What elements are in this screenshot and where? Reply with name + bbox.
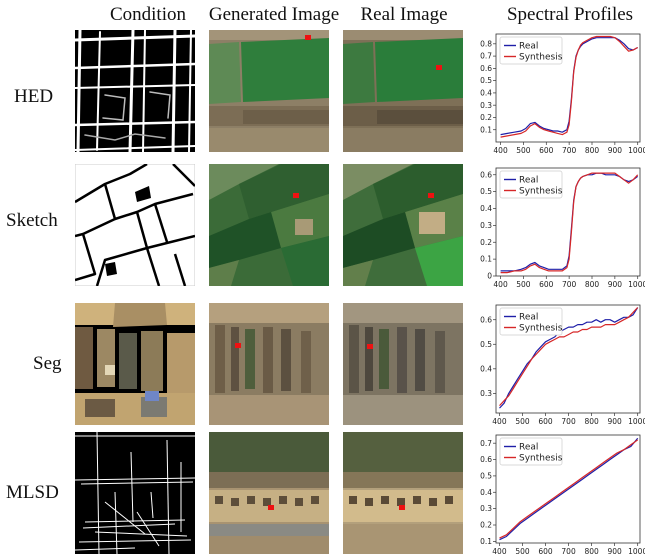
y-tick-label: 0.4 <box>480 89 492 98</box>
x-tick-label: 500 <box>516 146 531 155</box>
y-tick-label: 0.3 <box>480 101 492 110</box>
sketch-spectral-chart: 400 500 600 700 800 900 1000 0 0.1 0.2 0.3 0.4 0.5 0.… <box>476 166 645 289</box>
header-spectral-profiles: Spectral Profiles <box>506 4 634 25</box>
mlsd-spectral-chart: 400 500 600 700 800 900 1000 0.1 0.2 0.3 0.4 0.5 0.6… <box>476 433 645 556</box>
x-tick-label: 800 <box>584 417 599 426</box>
x-tick-label: 900 <box>608 280 623 289</box>
legend-label-real: Real <box>519 176 538 186</box>
y-tick-label: 0.6 <box>480 315 492 324</box>
x-tick-label: 900 <box>607 417 622 426</box>
legend-box <box>499 307 563 336</box>
y-tick-label: 0.1 <box>480 255 492 264</box>
series-line-synthesis <box>499 439 639 539</box>
sketch-real-image <box>343 164 463 286</box>
x-tick-label: 600 <box>539 146 554 155</box>
legend-box <box>499 437 563 466</box>
header-generated-image: Generated Image <box>208 4 340 25</box>
y-tick-label: 0.2 <box>480 113 492 122</box>
series-line-real <box>499 437 639 541</box>
y-tick-label: 0.1 <box>480 537 492 546</box>
row-label-sketch: Sketch <box>6 210 58 231</box>
x-tick-label: 800 <box>584 547 599 556</box>
y-tick-label: 0.6 <box>480 455 492 464</box>
y-tick-label: 0.5 <box>480 472 492 481</box>
legend-label-real: Real <box>519 443 538 453</box>
seg-spectral-chart: 400 500 600 700 800 900 1000 0.3 0.4 0.5 0.6 Real Sy… <box>476 303 645 426</box>
header-condition: Condition <box>109 4 186 25</box>
hed-spectral-chart: 400 500 600 700 800 900 1000 0.1 0.2 0.3 0.4 0.5 0.6… <box>476 32 645 155</box>
x-tick-label: 700 <box>561 417 576 426</box>
series-line-synthesis <box>500 172 639 274</box>
x-tick-label: 800 <box>585 146 600 155</box>
x-tick-label: 700 <box>562 280 577 289</box>
legend-label-synthesis: Synthesis <box>519 187 563 197</box>
y-tick-label: 0.8 <box>480 39 492 48</box>
y-tick-label: 0.2 <box>480 521 492 530</box>
y-tick-label: 0.4 <box>480 364 492 373</box>
y-tick-label: 0.7 <box>480 439 492 448</box>
sketch-condition-image <box>75 164 195 286</box>
row-label-seg: Seg <box>33 353 62 374</box>
x-tick-label: 800 <box>585 280 600 289</box>
legend-label-synthesis: Synthesis <box>519 53 563 63</box>
y-tick-label: 0.3 <box>480 221 492 230</box>
x-tick-label: 600 <box>539 280 554 289</box>
x-tick-label: 1000 <box>628 146 645 155</box>
y-tick-label: 0 <box>487 272 492 281</box>
seg-real-image <box>343 303 463 425</box>
x-tick-label: 400 <box>492 417 507 426</box>
x-tick-label: 700 <box>561 547 576 556</box>
x-tick-label: 400 <box>493 280 508 289</box>
y-tick-label: 0.6 <box>480 170 492 179</box>
legend-label-real: Real <box>519 313 538 323</box>
x-tick-label: 700 <box>562 146 577 155</box>
legend-box <box>499 36 563 65</box>
row-label-hed: HED <box>14 86 54 107</box>
legend-label-synthesis: Synthesis <box>519 454 563 464</box>
y-tick-label: 0.4 <box>480 488 492 497</box>
seg-generated-image <box>209 303 329 425</box>
x-tick-label: 500 <box>515 417 530 426</box>
seg-condition-image <box>75 303 195 425</box>
x-tick-label: 500 <box>516 280 531 289</box>
sketch-generated-image <box>209 164 329 286</box>
x-tick-label: 600 <box>538 417 553 426</box>
y-tick-label: 0.5 <box>480 76 492 85</box>
y-tick-label: 0.1 <box>480 125 492 134</box>
legend-label-real: Real <box>519 42 538 52</box>
x-tick-label: 900 <box>608 146 623 155</box>
y-tick-label: 0.3 <box>480 504 492 513</box>
x-tick-label: 1000 <box>628 547 645 556</box>
series-line-synthesis <box>500 35 638 138</box>
series-line-synthesis <box>499 307 639 407</box>
y-tick-label: 0.5 <box>480 187 492 196</box>
x-tick-label: 400 <box>493 146 508 155</box>
y-tick-label: 0.2 <box>480 238 492 247</box>
x-tick-label: 900 <box>607 547 622 556</box>
mlsd-condition-image <box>75 432 195 554</box>
legend-label-synthesis: Synthesis <box>519 324 563 334</box>
hed-condition-image <box>75 30 195 152</box>
hed-generated-image <box>209 30 329 152</box>
y-tick-label: 0.7 <box>480 52 492 61</box>
y-tick-label: 0.6 <box>480 64 492 73</box>
y-tick-label: 0.3 <box>480 389 492 398</box>
series-line-real <box>499 307 639 409</box>
row-label-mlsd: MLSD <box>6 482 59 503</box>
x-tick-label: 500 <box>515 547 530 556</box>
mlsd-generated-image <box>209 432 329 554</box>
x-tick-label: 400 <box>492 547 507 556</box>
y-tick-label: 0.4 <box>480 204 492 213</box>
hed-real-image <box>343 30 463 152</box>
header-real-image: Real Image <box>360 4 448 25</box>
legend-box <box>499 170 563 199</box>
mlsd-real-image <box>343 432 463 554</box>
x-tick-label: 1000 <box>628 280 645 289</box>
x-tick-label: 1000 <box>628 417 645 426</box>
y-tick-label: 0.5 <box>480 340 492 349</box>
x-tick-label: 600 <box>538 547 553 556</box>
